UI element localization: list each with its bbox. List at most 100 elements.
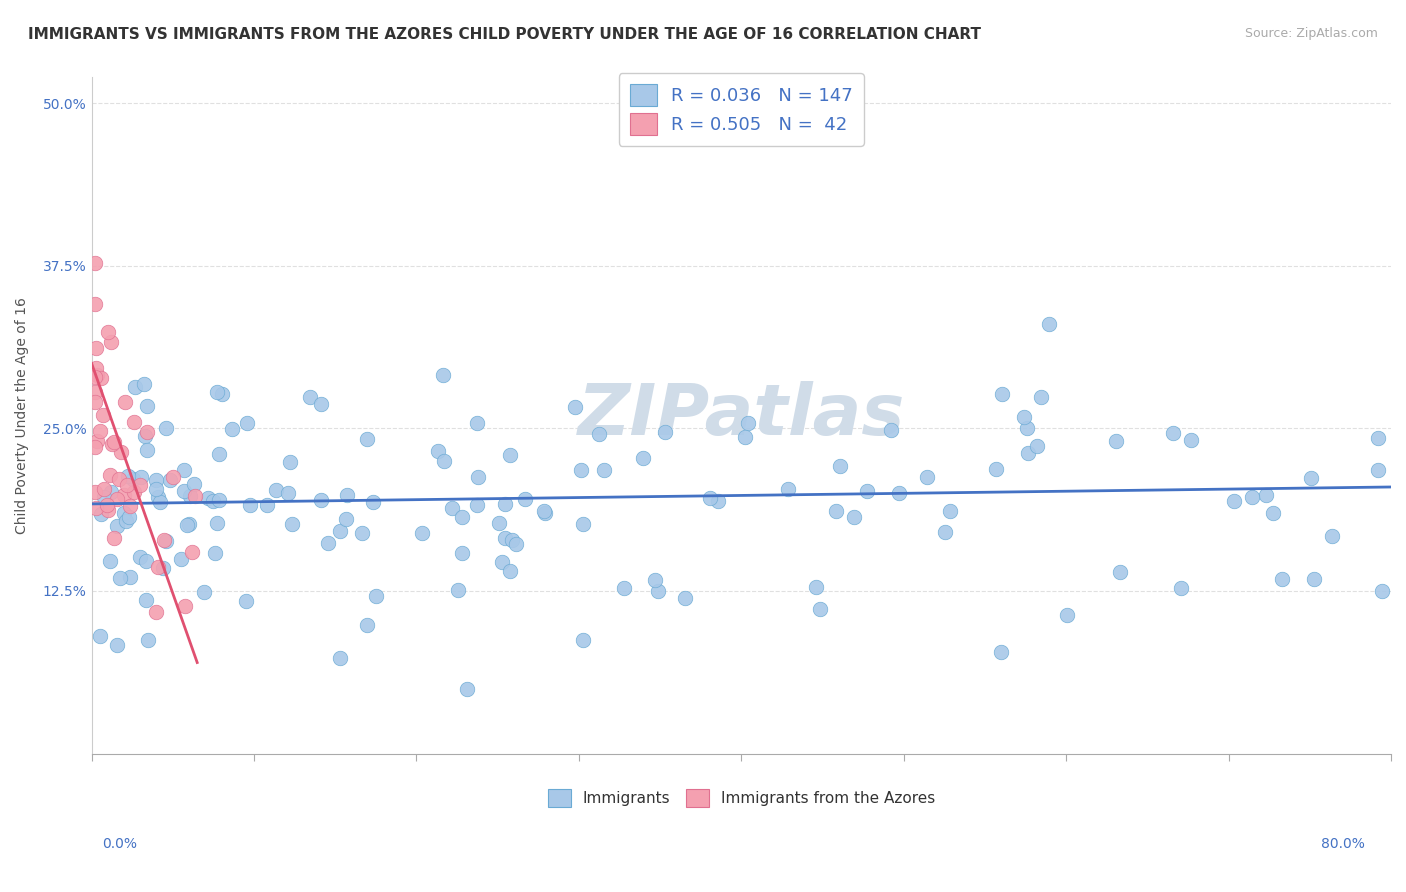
Point [152, 561, 174, 575]
Point [1109, 565, 1132, 579]
Point [432, 368, 454, 382]
Point [329, 650, 352, 665]
Point [572, 632, 595, 647]
Point [361, 495, 384, 509]
Point [990, 645, 1012, 659]
Point [235, 594, 257, 608]
Point [170, 552, 193, 566]
Point [132, 376, 155, 391]
Point [644, 574, 666, 588]
Point [114, 506, 136, 520]
Point [108, 571, 131, 585]
Point [613, 581, 636, 595]
Point [135, 425, 157, 439]
Point [298, 390, 321, 404]
Point [90, 370, 112, 384]
Point [1026, 439, 1049, 453]
Point [208, 493, 231, 508]
Point [118, 509, 141, 524]
Point [145, 605, 167, 619]
Point [1180, 433, 1202, 447]
Point [588, 426, 610, 441]
Point [335, 512, 357, 526]
Point [569, 463, 592, 477]
Point [572, 516, 595, 531]
Point [264, 483, 287, 497]
Point [277, 486, 299, 500]
Point [505, 536, 527, 550]
Point [176, 517, 198, 532]
Point [501, 533, 523, 548]
Point [101, 437, 124, 451]
Point [83, 296, 105, 310]
Point [1367, 431, 1389, 445]
Text: 80.0%: 80.0% [1320, 837, 1365, 851]
Point [89, 629, 111, 643]
Point [734, 430, 756, 444]
Point [115, 478, 138, 492]
Point [830, 459, 852, 474]
Point [146, 560, 169, 574]
Point [1371, 584, 1393, 599]
Point [1241, 490, 1264, 504]
Point [145, 482, 167, 496]
Point [1161, 426, 1184, 441]
Point [494, 497, 516, 511]
Point [173, 483, 195, 498]
Point [1038, 317, 1060, 331]
Point [1012, 409, 1035, 424]
Point [110, 444, 132, 458]
Point [889, 486, 911, 500]
Point [205, 516, 228, 530]
Point [153, 533, 176, 548]
Point [336, 488, 359, 502]
Point [280, 517, 302, 532]
Point [173, 463, 195, 477]
Point [456, 681, 478, 696]
Point [173, 599, 195, 614]
Point [699, 491, 721, 506]
Point [1029, 390, 1052, 404]
Point [84, 361, 107, 376]
Point [488, 516, 510, 530]
Point [316, 536, 339, 550]
Point [128, 478, 150, 492]
Point [356, 432, 378, 446]
Point [97, 325, 120, 339]
Point [162, 470, 184, 484]
Point [97, 503, 120, 517]
Point [146, 490, 169, 504]
Point [177, 517, 200, 532]
Point [108, 472, 131, 486]
Point [1322, 529, 1344, 543]
Point [208, 448, 231, 462]
Point [311, 492, 333, 507]
Point [329, 524, 352, 538]
Point [808, 602, 831, 616]
Point [1017, 421, 1039, 435]
Point [915, 470, 938, 484]
Point [96, 499, 118, 513]
Point [364, 589, 387, 603]
Point [93, 491, 115, 505]
Point [86, 434, 108, 448]
Point [991, 386, 1014, 401]
Point [129, 469, 152, 483]
Text: Source: ZipAtlas.com: Source: ZipAtlas.com [1244, 27, 1378, 40]
Point [90, 507, 112, 521]
Point [103, 434, 125, 449]
Point [207, 385, 229, 400]
Point [356, 618, 378, 632]
Point [309, 397, 332, 411]
Point [112, 488, 135, 502]
Point [491, 555, 513, 569]
Point [135, 593, 157, 607]
Point [193, 584, 215, 599]
Point [427, 444, 450, 458]
Point [124, 380, 146, 394]
Point [1017, 446, 1039, 460]
Text: 0.0%: 0.0% [103, 837, 136, 851]
Point [633, 450, 655, 465]
Point [450, 546, 472, 560]
Point [83, 255, 105, 269]
